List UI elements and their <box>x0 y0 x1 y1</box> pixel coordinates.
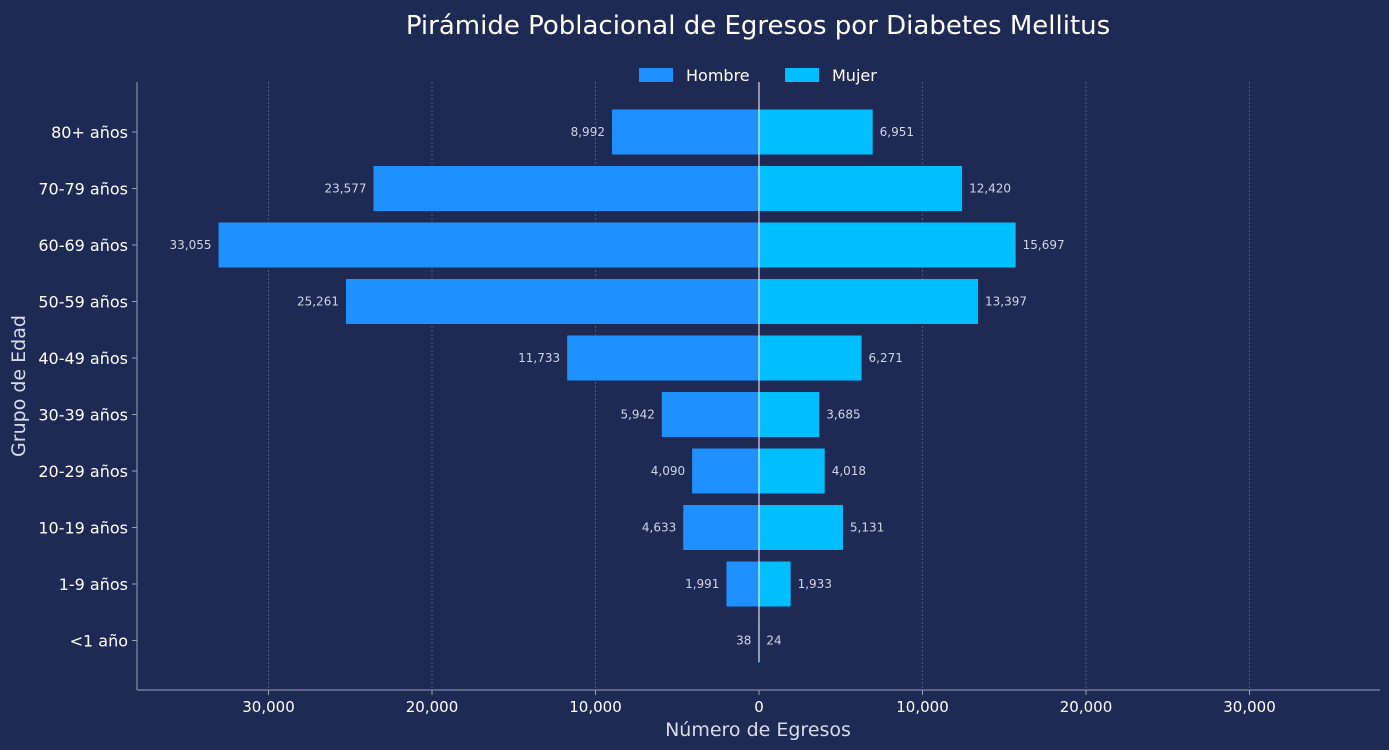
value-label-mujer: 3,685 <box>826 408 860 422</box>
bar-hombre <box>611 109 759 155</box>
legend-label-hombre: Hombre <box>686 66 750 85</box>
x-tick-label: 30,000 <box>242 698 295 716</box>
bar-mujer <box>759 448 825 494</box>
bar-hombre <box>567 335 759 381</box>
x-tick-label: 30,000 <box>1223 698 1276 716</box>
value-labels: 8,992 6,951 23,577 12,420 33,055 15,697 25,261… <box>170 125 1065 648</box>
bar-mujer <box>759 392 820 437</box>
legend-swatch-hombre <box>639 68 673 82</box>
value-label-mujer: 1,933 <box>798 577 832 591</box>
y-tick-label: 1-9 años <box>59 575 128 594</box>
legend-swatch-mujer <box>785 68 819 82</box>
bar-mujer <box>759 335 862 381</box>
y-tick-label: 20-29 años <box>38 462 128 481</box>
value-label-hombre: 5,942 <box>620 408 654 422</box>
bar-hombre <box>683 505 759 550</box>
value-label-hombre: 4,090 <box>651 464 685 478</box>
bar-mujer <box>759 109 873 155</box>
y-tick-label: 70-79 años <box>38 180 128 199</box>
legend: Hombre Mujer <box>639 66 877 85</box>
x-axis-label: Número de Egresos <box>665 719 851 741</box>
bar-hombre <box>692 448 759 494</box>
value-label-hombre: 25,261 <box>297 295 339 309</box>
value-label-hombre: 11,733 <box>518 351 560 365</box>
x-tick-label: 20,000 <box>406 698 459 716</box>
value-label-mujer: 24 <box>766 634 781 648</box>
y-tick-label: 50-59 años <box>38 293 128 312</box>
axes: 30,000 20,000 10,000 0 10,000 20,000 30,000 80+… <box>38 82 1380 716</box>
value-label-hombre: 23,577 <box>325 182 367 196</box>
bar-mujer <box>759 222 1016 268</box>
bar-mujer <box>759 505 843 550</box>
y-tick-label: 80+ años <box>51 123 128 142</box>
value-label-mujer: 12,420 <box>969 182 1011 196</box>
y-tick-label: 30-39 años <box>38 406 128 425</box>
bar-hombre <box>373 166 759 211</box>
bar-mujer <box>759 166 963 211</box>
value-label-hombre: 4,633 <box>642 521 676 535</box>
x-tick-label: 20,000 <box>1060 698 1113 716</box>
x-tick-label: 0 <box>754 698 764 716</box>
value-label-mujer: 6,951 <box>880 125 914 139</box>
value-label-mujer: 15,697 <box>1023 238 1065 252</box>
x-tick-label: 10,000 <box>569 698 622 716</box>
value-label-mujer: 5,131 <box>850 521 884 535</box>
bar-hombre <box>218 222 759 268</box>
value-label-mujer: 4,018 <box>832 464 866 478</box>
y-axis-label: Grupo de Edad <box>8 315 30 457</box>
value-label-hombre: 1,991 <box>685 577 719 591</box>
value-label-hombre: 38 <box>736 634 751 648</box>
bar-mujer <box>759 561 791 607</box>
value-label-hombre: 8,992 <box>571 125 605 139</box>
chart-title: Pirámide Poblacional de Egresos por Diab… <box>406 11 1110 41</box>
bar-hombre <box>345 279 759 324</box>
x-tick-label: 10,000 <box>896 698 949 716</box>
y-tick-label: 60-69 años <box>38 236 128 255</box>
value-label-mujer: 6,271 <box>869 351 903 365</box>
value-label-mujer: 13,397 <box>985 295 1027 309</box>
y-tick-label: <1 año <box>70 632 128 651</box>
bar-hombre <box>661 392 759 437</box>
y-tick-label: 10-19 años <box>38 519 128 538</box>
bars <box>218 109 1016 663</box>
bar-hombre <box>726 561 759 607</box>
bar-mujer <box>759 279 979 324</box>
y-tick-label: 40-49 años <box>38 349 128 368</box>
legend-label-mujer: Mujer <box>832 66 877 85</box>
value-label-hombre: 33,055 <box>170 238 212 252</box>
